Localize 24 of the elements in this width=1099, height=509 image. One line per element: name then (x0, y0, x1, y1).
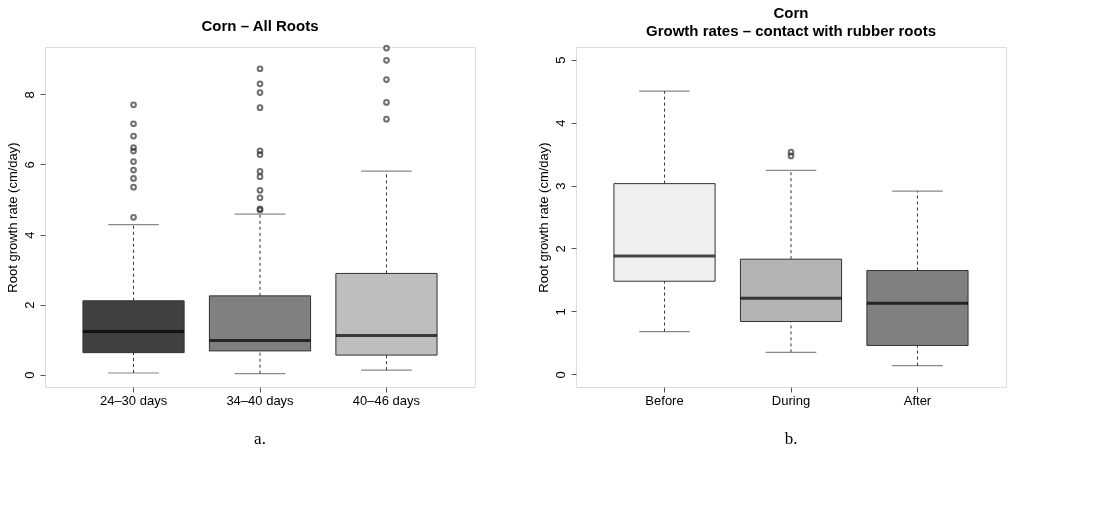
chart-title: Corn (773, 4, 809, 21)
x-tick-label: 34–40 days (226, 392, 295, 408)
y-tick-label: 0 (552, 371, 568, 379)
x-tick-label: 24–30 days (99, 392, 168, 408)
x-tick-label: After (903, 392, 932, 408)
y-tick-label: 4 (552, 119, 568, 127)
chart-subtitle: Growth rates – contact with rubber roots (645, 22, 937, 39)
y-axis-title: Root growth rate (cm/day) (4, 142, 20, 293)
text: a. (254, 429, 266, 448)
y-tick-label: 5 (552, 56, 568, 64)
chart-title: Corn – All Roots (201, 16, 319, 34)
text: b. (784, 429, 798, 448)
y-tick-label: 2 (552, 245, 568, 253)
y-tick-label: 4 (21, 231, 37, 239)
y-tick-label: 6 (21, 161, 37, 169)
x-tick-label: 40–46 days (352, 392, 421, 408)
x-tick-label: Before (645, 392, 684, 408)
y-tick-label: 3 (552, 182, 568, 190)
y-tick-label: 1 (552, 308, 568, 316)
x-tick-label: During (771, 392, 811, 408)
y-tick-label: 8 (21, 91, 37, 99)
y-axis-title: Root growth rate (cm/day) (535, 142, 551, 293)
y-tick-label: 0 (21, 371, 37, 379)
y-tick-label: 2 (21, 301, 37, 309)
